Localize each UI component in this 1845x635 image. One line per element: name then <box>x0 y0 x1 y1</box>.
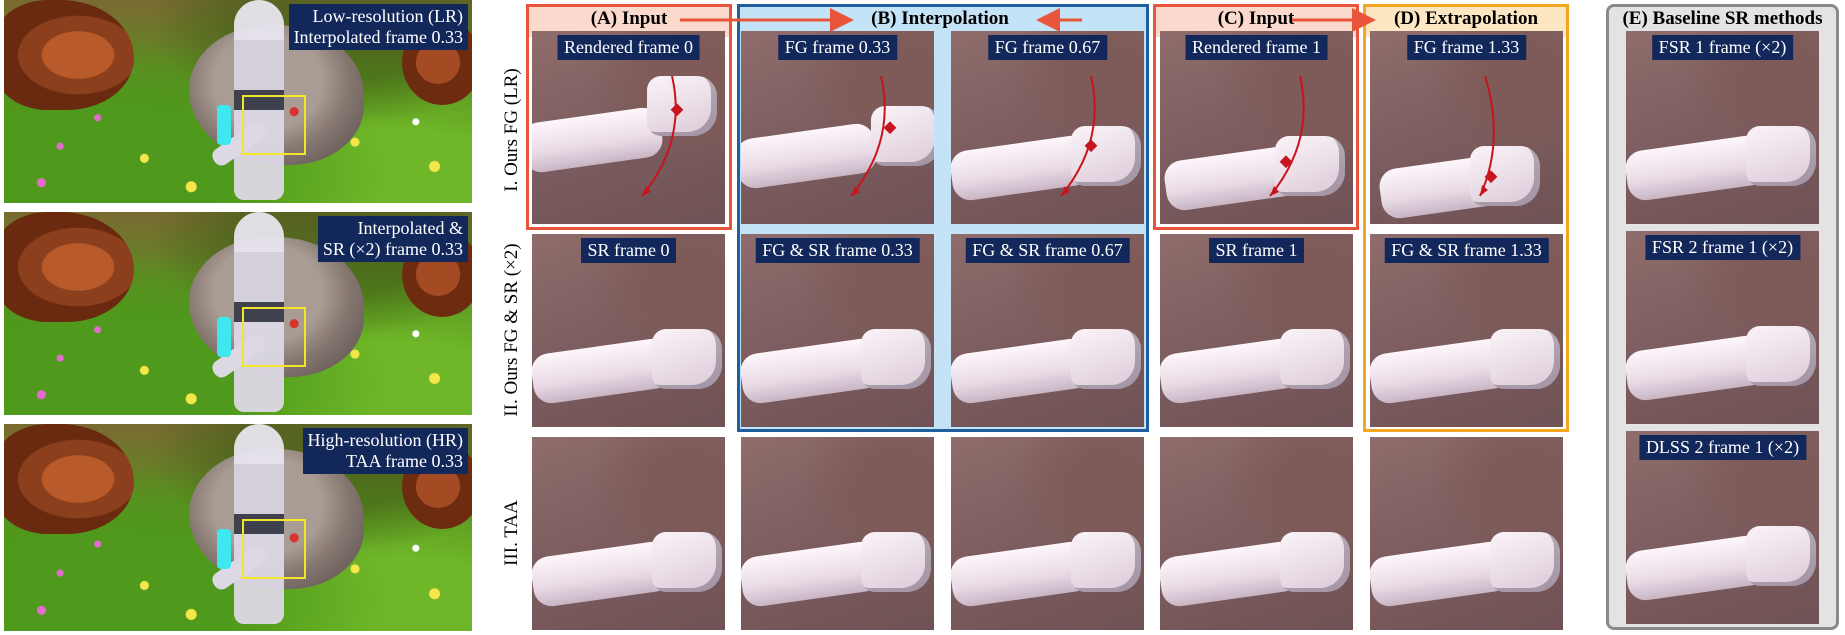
tile-label: FSR 2 frame 1 (×2) <box>1644 235 1801 260</box>
tile-label: SR frame 1 <box>1208 238 1305 263</box>
crop-box <box>242 307 306 367</box>
tile-fsr2: FSR 2 frame 1 (×2) <box>1626 231 1819 424</box>
tile-rendered-frame-1: Rendered frame 1 <box>1160 31 1353 224</box>
tile-sr-frame-0: SR frame 0 <box>532 234 725 427</box>
tile-label: DLSS 2 frame 1 (×2) <box>1638 435 1807 460</box>
tile-fg-frame-1.33: FG frame 1.33 <box>1370 31 1563 224</box>
tile-dlss2: DLSS 2 frame 1 (×2) <box>1626 431 1819 624</box>
header-input-c: (C) Input <box>1217 8 1295 29</box>
tile-fg-sr-frame-0.67: FG & SR frame 0.67 <box>951 234 1144 427</box>
header-extrapolation: (D) Extrapolation <box>1393 8 1539 29</box>
scene-caption: Interpolated & SR (×2) frame 0.33 <box>317 216 468 262</box>
motion-arrow <box>1479 75 1498 197</box>
tile-label: FG frame 1.33 <box>1406 35 1527 60</box>
scene-caption: Low-resolution (LR) Interpolated frame 0.… <box>288 4 468 50</box>
row-label-fg: I. Ours FG (LR) <box>501 68 522 192</box>
tile-label: FG & SR frame 1.33 <box>1384 238 1549 263</box>
tile-label: FSR 1 frame (×2) <box>1651 35 1794 60</box>
tile-taa-0 <box>532 437 725 630</box>
tile-label: FG frame 0.33 <box>777 35 898 60</box>
tile-label: Rendered frame 0 <box>557 35 700 60</box>
tile-fg-sr-frame-1.33: FG & SR frame 1.33 <box>1370 234 1563 427</box>
scene-caption: High-resolution (HR) TAA frame 0.33 <box>302 428 468 474</box>
motion-arrow <box>850 75 897 197</box>
tile-taa-1.33 <box>1370 437 1563 630</box>
tile-fg-frame-0.67: FG frame 0.67 <box>951 31 1144 224</box>
motion-arrow <box>641 75 684 197</box>
motion-arrow <box>1269 75 1305 197</box>
tile-fg-frame-0.33: FG frame 0.33 <box>741 31 934 224</box>
tile-taa-0.33 <box>741 437 934 630</box>
tile-sr-frame-1: SR frame 1 <box>1160 234 1353 427</box>
row-label-taa: III. TAA <box>501 500 522 566</box>
crop-box <box>242 95 306 155</box>
tile-label: Rendered frame 1 <box>1185 35 1328 60</box>
tile-fsr1: FSR 1 frame (×2) <box>1626 31 1819 224</box>
tile-rendered-frame-0: Rendered frame 0 <box>532 31 725 224</box>
tile-label: SR frame 0 <box>580 238 677 263</box>
motion-arrow <box>1060 75 1098 197</box>
scene-hr: High-resolution (HR) TAA frame 0.33 <box>4 424 472 631</box>
tile-label: FG & SR frame 0.67 <box>965 238 1130 263</box>
header-input-a: (A) Input <box>590 8 668 29</box>
scene-lr: Low-resolution (LR) Interpolated frame 0.… <box>4 0 472 203</box>
header-arrows <box>680 8 1376 32</box>
tile-taa-0.67 <box>951 437 1144 630</box>
header-interpolation: (B) Interpolation <box>871 8 1009 29</box>
tile-fg-sr-frame-0.33: FG & SR frame 0.33 <box>741 234 934 427</box>
header-baseline: (E) Baseline SR methods <box>1622 8 1823 29</box>
row-label-fg-sr: II. Ours FG & SR (×2) <box>501 243 522 417</box>
tile-label: FG & SR frame 0.33 <box>755 238 920 263</box>
tile-label: FG frame 0.67 <box>987 35 1108 60</box>
crop-box <box>242 519 306 579</box>
tile-taa-1 <box>1160 437 1353 630</box>
scene-sr: Interpolated & SR (×2) frame 0.33 <box>4 212 472 415</box>
